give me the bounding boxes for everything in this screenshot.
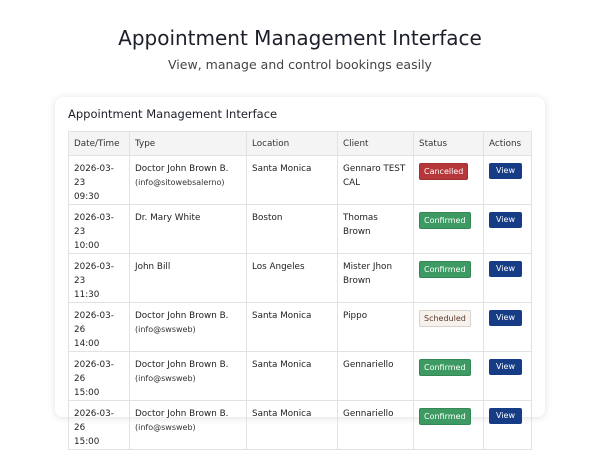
datetime-cell: 2026-03-26 15:00 — [68, 351, 130, 401]
date: 2026-03-26 — [74, 311, 114, 335]
datetime-cell: 2026-03-23 10:00 — [68, 204, 130, 254]
location-cell: Santa Monica — [246, 302, 338, 352]
view-button[interactable]: View — [489, 261, 522, 277]
location-cell: Santa Monica — [246, 155, 338, 205]
type: Dr. Mary White — [135, 213, 201, 223]
datetime-cell: 2026-03-23 11:30 — [68, 253, 130, 303]
type-cell: Doctor John Brown B. (info@sitowebsalerno… — [129, 155, 247, 205]
view-button[interactable]: View — [489, 408, 522, 424]
date: 2026-03-26 — [74, 360, 114, 384]
card-title: Appointment Management Interface — [68, 107, 278, 121]
location-cell: Los Angeles — [246, 253, 338, 303]
actions-cell: View — [483, 155, 532, 205]
date: 2026-03-26 — [74, 409, 114, 433]
table-row: 2026-03-23 09:30 Doctor John Brown B. (info… — [68, 155, 532, 205]
status-cell: Confirmed — [413, 253, 484, 303]
type-note: (info@sitowebsalerno) — [135, 178, 225, 187]
datetime-cell: 2026-03-23 09:30 — [68, 155, 130, 205]
table-row: 2026-03-26 14:00 Doctor John Brown B. (info… — [68, 302, 532, 352]
type: Doctor John Brown B. — [135, 409, 229, 419]
type: John Bill — [135, 262, 171, 272]
status-cell: Confirmed — [413, 204, 484, 254]
type-cell: John Bill — [129, 253, 247, 303]
date: 2026-03-23 — [74, 164, 114, 188]
status-cell: Confirmed — [413, 400, 484, 450]
actions-cell: View — [483, 302, 532, 352]
view-button[interactable]: View — [489, 359, 522, 375]
table-row: 2026-03-23 11:30 John Bill Los Angeles Miste… — [68, 253, 532, 303]
date: 2026-03-23 — [74, 262, 114, 286]
time: 10:00 — [74, 241, 100, 251]
type-cell: Doctor John Brown B. (info@swsweb) — [129, 400, 247, 450]
datetime-cell: 2026-03-26 14:00 — [68, 302, 130, 352]
time: 15:00 — [74, 388, 100, 398]
column-header: Date/Time — [68, 131, 130, 156]
type: Doctor John Brown B. — [135, 164, 229, 174]
column-header: Actions — [483, 131, 532, 156]
column-header: Client — [337, 131, 414, 156]
actions-cell: View — [483, 204, 532, 254]
table-row: 2026-03-26 15:00 Doctor John Brown B. (info… — [68, 400, 532, 450]
datetime-cell: 2026-03-26 15:00 — [68, 400, 130, 450]
status-badge: Confirmed — [419, 408, 471, 425]
column-header: Status — [413, 131, 484, 156]
view-button[interactable]: View — [489, 310, 522, 326]
time: 15:00 — [74, 437, 100, 447]
status-badge: Confirmed — [419, 212, 471, 229]
time: 09:30 — [74, 192, 100, 202]
actions-cell: View — [483, 400, 532, 450]
appointments-table: Date/Time Type Location Client Status Actions… — [68, 131, 532, 450]
type-note: (info@swsweb) — [135, 423, 196, 432]
client-cell: Gennaro TEST CAL — [337, 155, 414, 205]
header-row: Date/Time Type Location Client Status Actions — [68, 131, 532, 156]
actions-cell: View — [483, 253, 532, 303]
status-cell: Cancelled — [413, 155, 484, 205]
type-cell: Dr. Mary White — [129, 204, 247, 254]
client-cell: Pippo — [337, 302, 414, 352]
location-cell: Boston — [246, 204, 338, 254]
type-note: (info@swsweb) — [135, 325, 196, 334]
status-badge: Cancelled — [419, 163, 469, 180]
location-cell: Santa Monica — [246, 400, 338, 450]
time: 11:30 — [74, 290, 100, 300]
type: Doctor John Brown B. — [135, 360, 229, 370]
view-button[interactable]: View — [489, 212, 522, 228]
actions-cell: View — [483, 351, 532, 401]
status-badge: Confirmed — [419, 359, 471, 376]
status-cell: Scheduled — [413, 302, 484, 352]
status-cell: Confirmed — [413, 351, 484, 401]
client-cell: Gennariello — [337, 351, 414, 401]
page: Appointment Management Interface View, m… — [68, 26, 532, 450]
client-cell: Thomas Brown — [337, 204, 414, 254]
status-badge: Confirmed — [419, 261, 471, 278]
location-cell: Santa Monica — [246, 351, 338, 401]
table-row: 2026-03-23 10:00 Dr. Mary White Boston Thoma… — [68, 204, 532, 254]
time: 14:00 — [74, 339, 100, 349]
page-subtitle: View, manage and control bookings easily — [168, 57, 432, 72]
client-cell: Gennariello — [337, 400, 414, 450]
client-cell: Mister Jhon Brown — [337, 253, 414, 303]
status-badge: Scheduled — [419, 310, 471, 327]
column-header: Location — [246, 131, 338, 156]
table-row: 2026-03-26 15:00 Doctor John Brown B. (info… — [68, 351, 532, 401]
type-cell: Doctor John Brown B. (info@swsweb) — [129, 351, 247, 401]
card: Appointment Management Interface Date/Ti… — [55, 97, 545, 450]
type-cell: Doctor John Brown B. (info@swsweb) — [129, 302, 247, 352]
type-note: (info@swsweb) — [135, 374, 196, 383]
date: 2026-03-23 — [74, 213, 114, 237]
type: Doctor John Brown B. — [135, 311, 229, 321]
view-button[interactable]: View — [489, 163, 522, 179]
page-title: Appointment Management Interface — [118, 26, 482, 50]
column-header: Type — [129, 131, 247, 156]
